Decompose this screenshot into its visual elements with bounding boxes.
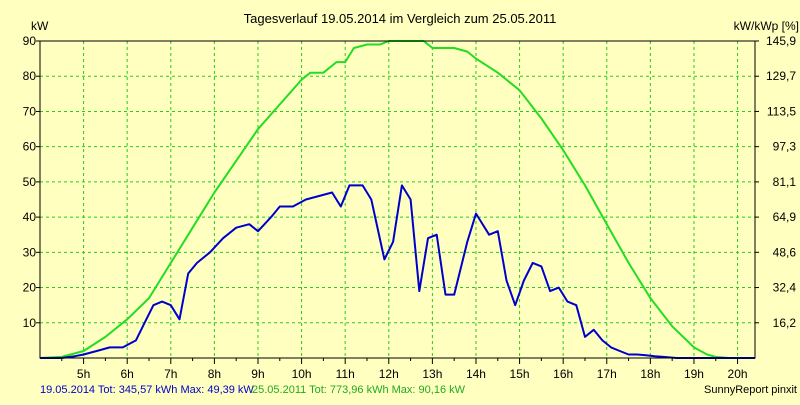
y-tick-label-left: 50 xyxy=(23,175,37,189)
y-tick-label-left: 20 xyxy=(23,281,37,295)
x-tick-label: 17h xyxy=(597,367,617,381)
x-tick-label: 5h xyxy=(77,367,90,381)
x-tick-label: 13h xyxy=(422,367,442,381)
credit-text: SunnyReport pinxit xyxy=(704,384,797,396)
series-line-2 xyxy=(40,184,755,359)
x-tick-label: 14h xyxy=(466,367,486,381)
legend-series-2: 25.05.2011 Tot: 773,96 kWh Max: 90,16 kW xyxy=(252,384,466,396)
x-tick-label: 6h xyxy=(121,367,134,381)
y-tick-label-left: 90 xyxy=(23,34,37,48)
x-tick-label: 18h xyxy=(640,367,660,381)
y-axis-label-right: kW/kWp [%] xyxy=(734,19,799,33)
x-tick-label: 8h xyxy=(208,367,221,381)
x-tick-label: 10h xyxy=(292,367,312,381)
y-tick-label-right: 97,3 xyxy=(773,140,797,154)
x-tick-label: 16h xyxy=(553,367,573,381)
y-axis-label-left: kW xyxy=(31,19,49,33)
plot-frame xyxy=(39,40,756,359)
x-tick-label: 15h xyxy=(510,367,530,381)
chart-title: Tagesverlauf 19.05.2014 im Vergleich zum… xyxy=(244,11,557,26)
y-tick-label-right: 145,9 xyxy=(766,34,796,48)
y-tick-label-left: 70 xyxy=(23,104,37,118)
x-tick-label: 19h xyxy=(684,367,704,381)
x-tick-label: 9h xyxy=(251,367,264,381)
legend-series-1: 19.05.2014 Tot: 345,57 kWh Max: 49,39 kW xyxy=(40,384,254,396)
y-tick-label-right: 48,6 xyxy=(773,245,797,259)
y-tick-label-right: 64,9 xyxy=(773,210,797,224)
x-tick-label: 12h xyxy=(379,367,399,381)
y-tick-label-left: 80 xyxy=(23,69,37,83)
y-tick-label-right: 16,2 xyxy=(773,316,797,330)
x-tick-label: 20h xyxy=(728,367,748,381)
y-tick-label-left: 10 xyxy=(23,316,37,330)
x-tick-label: 11h xyxy=(336,367,355,381)
y-tick-label-left: 30 xyxy=(23,245,37,259)
y-tick-label-right: 81,1 xyxy=(773,175,797,189)
y-tick-label-right: 32,4 xyxy=(773,281,797,295)
y-tick-label-left: 40 xyxy=(23,210,37,224)
y-tick-label-left: 60 xyxy=(23,140,37,154)
y-tick-label-right: 113,5 xyxy=(767,104,796,118)
y-tick-label-right: 129,7 xyxy=(766,69,796,83)
x-tick-label: 7h xyxy=(164,367,177,381)
